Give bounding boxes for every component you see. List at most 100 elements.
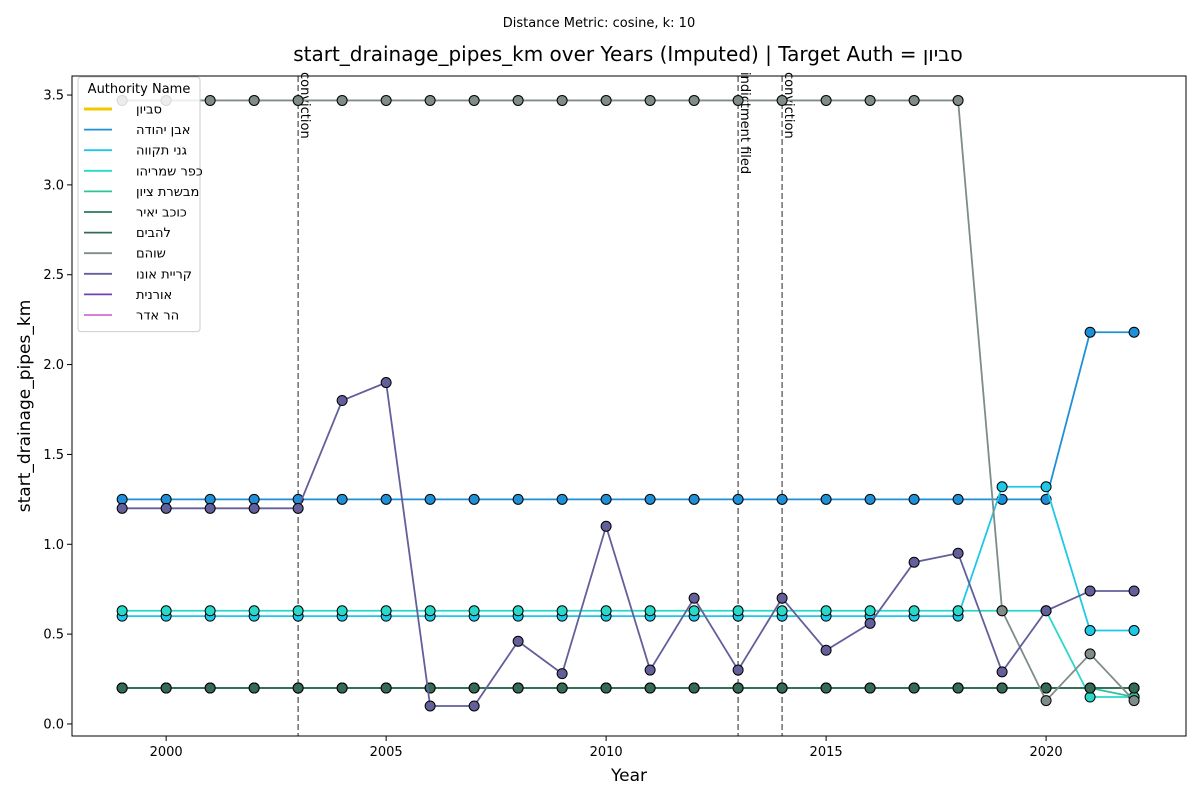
- y-tick-label: 0.5: [43, 628, 64, 643]
- x-tick-label: 2015: [810, 745, 843, 760]
- point-marker: [644, 493, 656, 505]
- point-marker: [160, 682, 172, 694]
- legend-label: כפר שמריהו: [136, 164, 203, 179]
- point-marker: [160, 502, 172, 514]
- point-marker: [204, 682, 216, 694]
- point-marker: [776, 493, 788, 505]
- point-marker: [204, 502, 216, 514]
- point-marker: [688, 682, 700, 694]
- point-marker: [512, 605, 524, 617]
- point-marker: [248, 605, 260, 617]
- legend-label: מבשרת ציון: [136, 185, 199, 200]
- point-marker: [336, 682, 348, 694]
- y-tick-label: 1.0: [43, 538, 64, 553]
- point-marker: [556, 605, 568, 617]
- point-marker: [512, 94, 524, 106]
- point-marker: [1084, 326, 1096, 338]
- point-marker: [732, 493, 744, 505]
- annotation-label: indictment filed: [737, 72, 752, 174]
- point-marker: [996, 682, 1008, 694]
- legend-label: גני תקווה: [136, 144, 187, 159]
- legend-box: [77, 76, 201, 333]
- point-marker: [336, 493, 348, 505]
- point-marker: [952, 94, 964, 106]
- point-marker: [160, 605, 172, 617]
- point-marker: [644, 664, 656, 676]
- point-marker: [732, 682, 744, 694]
- point-marker: [468, 682, 480, 694]
- point-marker: [1128, 695, 1140, 707]
- point-marker: [424, 94, 436, 106]
- legend-label: כוכב יאיר: [136, 206, 187, 221]
- legend-label: קריית אונו: [136, 267, 192, 282]
- x-axis-label: Year: [610, 766, 647, 786]
- point-marker: [248, 682, 260, 694]
- point-marker: [820, 644, 832, 656]
- point-marker: [864, 682, 876, 694]
- point-marker: [1084, 625, 1096, 637]
- point-marker: [732, 664, 744, 676]
- point-marker: [1128, 625, 1140, 637]
- series-line: [122, 99, 1135, 703]
- point-marker: [820, 605, 832, 617]
- point-marker: [688, 592, 700, 604]
- point-marker: [952, 605, 964, 617]
- legend-label: אורנית: [136, 288, 172, 303]
- point-marker: [336, 395, 348, 407]
- y-tick-label: 3.0: [43, 178, 64, 193]
- point-marker: [908, 682, 920, 694]
- point-marker: [468, 605, 480, 617]
- point-marker: [1040, 481, 1052, 493]
- point-marker: [776, 605, 788, 617]
- point-marker: [600, 94, 612, 106]
- point-marker: [512, 635, 524, 647]
- legend-label: להבים: [136, 226, 171, 241]
- x-tick-label: 2005: [370, 745, 403, 760]
- point-marker: [732, 94, 744, 106]
- suptitle: Distance Metric: cosine, k: 10: [503, 16, 695, 31]
- point-marker: [864, 94, 876, 106]
- point-marker: [820, 493, 832, 505]
- point-marker: [424, 700, 436, 712]
- point-marker: [600, 493, 612, 505]
- point-marker: [864, 605, 876, 617]
- point-marker: [864, 493, 876, 505]
- point-marker: [644, 682, 656, 694]
- y-tick-label: 1.5: [43, 448, 64, 463]
- point-marker: [512, 682, 524, 694]
- y-tick-label: 2.5: [43, 268, 64, 283]
- legend-label: סביון: [136, 103, 162, 118]
- series-line: [122, 609, 1135, 698]
- point-marker: [688, 605, 700, 617]
- point-marker: [380, 94, 392, 106]
- point-marker: [248, 502, 260, 514]
- point-marker: [1084, 585, 1096, 597]
- series-line: [122, 331, 1135, 501]
- x-tick-label: 2020: [1030, 745, 1063, 760]
- point-marker: [292, 94, 304, 106]
- point-marker: [248, 94, 260, 106]
- point-marker: [380, 682, 392, 694]
- point-marker: [600, 520, 612, 532]
- point-marker: [996, 481, 1008, 493]
- point-marker: [556, 493, 568, 505]
- point-marker: [820, 682, 832, 694]
- point-marker: [952, 547, 964, 559]
- point-marker: [380, 605, 392, 617]
- point-marker: [1128, 682, 1140, 694]
- point-marker: [908, 556, 920, 568]
- point-marker: [336, 94, 348, 106]
- point-marker: [292, 502, 304, 514]
- point-marker: [556, 94, 568, 106]
- y-tick-label: 0.0: [43, 717, 64, 732]
- y-tick-label: 3.5: [43, 89, 64, 104]
- point-marker: [1040, 605, 1052, 617]
- legend-title: Authority Name: [88, 82, 191, 97]
- point-marker: [952, 682, 964, 694]
- point-marker: [116, 502, 128, 514]
- point-marker: [776, 592, 788, 604]
- point-marker: [996, 605, 1008, 617]
- point-marker: [116, 682, 128, 694]
- point-marker: [380, 377, 392, 389]
